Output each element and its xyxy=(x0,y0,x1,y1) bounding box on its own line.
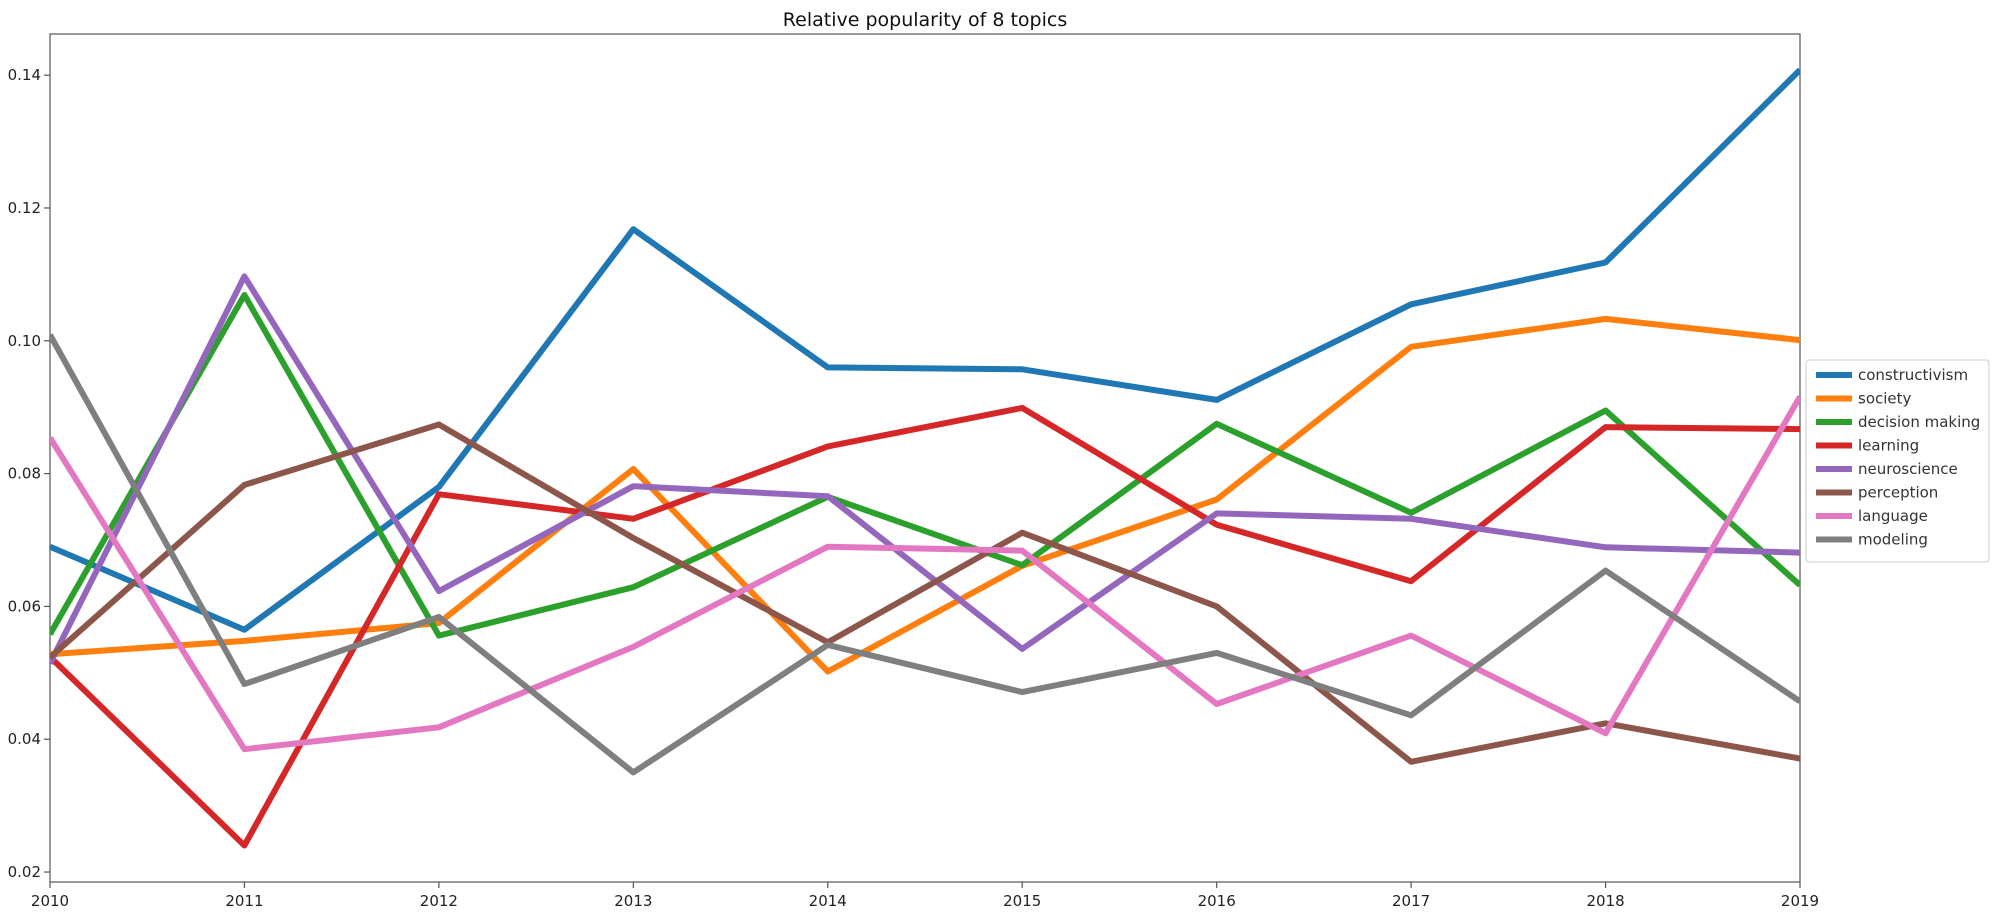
legend-label: learning xyxy=(1858,437,1919,455)
chart-title: Relative popularity of 8 topics xyxy=(783,9,1067,31)
axes: 0.02 0.04 0.06 0.08 0.10 0.12 0.14 2010 2011 2012… xyxy=(8,33,1819,910)
series-line-modeling xyxy=(50,333,1800,776)
series-line-society xyxy=(50,315,1800,675)
legend-label: perception xyxy=(1858,484,1938,502)
y-tick-label: 0.14 xyxy=(8,66,41,84)
y-tick-label: 0.10 xyxy=(8,332,41,350)
legend-box xyxy=(1805,359,1990,563)
legend-label: neuroscience xyxy=(1858,460,1958,478)
y-tick-label: 0.06 xyxy=(8,597,41,615)
x-tick-label: 2016 xyxy=(1198,892,1236,910)
plot-frame xyxy=(49,33,1801,883)
series-line-learning xyxy=(50,404,1800,849)
y-tick-label: 0.08 xyxy=(8,465,41,483)
series-lines xyxy=(50,67,1800,849)
legend-label: constructivism xyxy=(1858,366,1968,384)
x-tick-label: 2018 xyxy=(1586,892,1624,910)
series-line-neuroscience xyxy=(50,273,1800,665)
x-tick-label: 2010 xyxy=(31,892,69,910)
y-tick-label: 0.04 xyxy=(8,730,41,748)
x-tick-label: 2013 xyxy=(614,892,652,910)
x-tick-label: 2019 xyxy=(1781,892,1819,910)
legend-label: modeling xyxy=(1858,531,1928,549)
series-line-decision-making xyxy=(50,292,1800,639)
series-line-language xyxy=(50,395,1800,753)
series-line-constructivism xyxy=(50,67,1800,633)
series-line-perception xyxy=(50,421,1800,765)
legend: constructivism society decision making lear… xyxy=(1805,359,1990,563)
y-tick-label: 0.02 xyxy=(8,863,41,881)
x-tick-label: 2014 xyxy=(809,892,847,910)
x-tick-label: 2017 xyxy=(1392,892,1430,910)
legend-label: language xyxy=(1858,507,1928,525)
x-tick-label: 2015 xyxy=(1003,892,1041,910)
y-tick-label: 0.12 xyxy=(8,199,41,217)
x-tick-label: 2012 xyxy=(420,892,458,910)
legend-label: society xyxy=(1858,390,1912,408)
legend-label: decision making xyxy=(1858,413,1980,431)
x-tick-label: 2011 xyxy=(225,892,263,910)
